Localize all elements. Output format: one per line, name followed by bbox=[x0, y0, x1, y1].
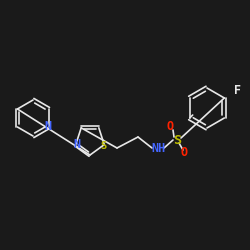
Text: F: F bbox=[234, 84, 242, 96]
Text: O: O bbox=[180, 146, 188, 160]
Text: S: S bbox=[173, 134, 181, 146]
Text: O: O bbox=[166, 120, 173, 134]
Text: N: N bbox=[73, 138, 80, 151]
Text: N: N bbox=[44, 120, 51, 134]
Text: S: S bbox=[100, 141, 106, 151]
Text: NH: NH bbox=[151, 142, 165, 154]
